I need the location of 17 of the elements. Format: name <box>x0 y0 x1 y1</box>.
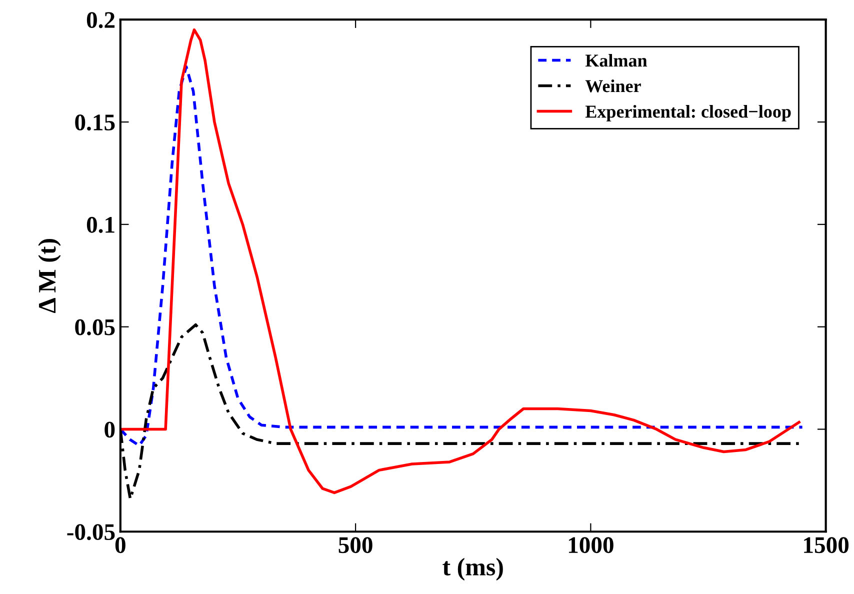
x-tick-label: 1500 <box>804 537 849 554</box>
y-tick-label: 0.1 <box>86 216 114 233</box>
x-axis-title: t (ms) <box>442 558 503 581</box>
y-tick-label: 0.15 <box>75 114 115 131</box>
y-tick-label: 0.2 <box>86 12 115 28</box>
y-axis-title: Δ M (t) <box>38 239 61 313</box>
line-series <box>120 65 804 447</box>
x-tick-label: 0 <box>115 537 126 554</box>
x-tick-label: 1000 <box>568 537 614 554</box>
y-tick-label: 0 <box>104 422 115 438</box>
y-tick-label: -0.05 <box>67 524 115 540</box>
y-tick-label: 0.05 <box>75 319 115 336</box>
legend-label: Experimental: closed−loop <box>585 105 791 122</box>
line-series <box>120 28 800 494</box>
legend-label: Kalman <box>585 54 648 67</box>
legend-label: Weiner <box>585 80 641 92</box>
x-tick-label: 500 <box>338 537 372 554</box>
